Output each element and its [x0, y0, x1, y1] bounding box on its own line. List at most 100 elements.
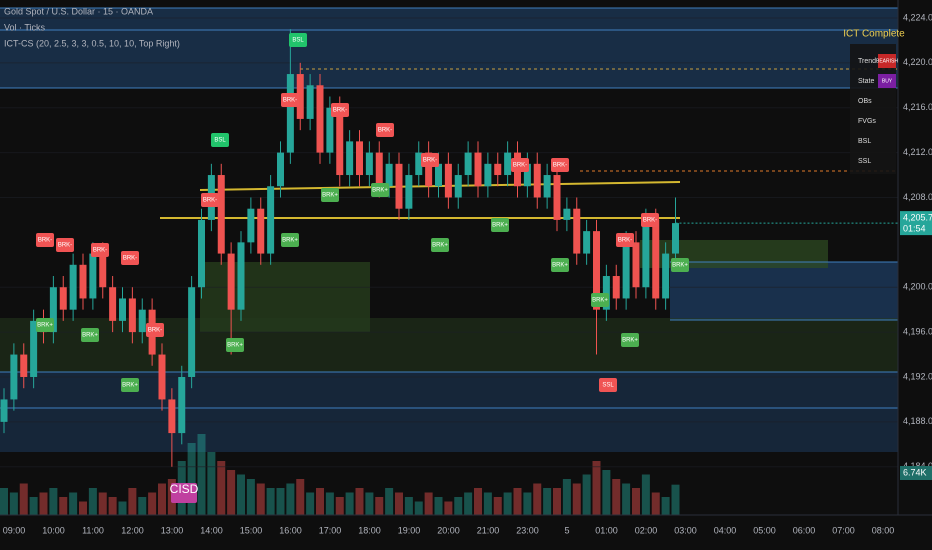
annotation-badge	[511, 158, 529, 172]
volume-bar	[296, 479, 305, 515]
volume-bar	[434, 497, 443, 515]
volume-bar	[493, 497, 502, 515]
annotation-badge	[171, 483, 197, 503]
annotation-badge	[321, 188, 339, 202]
table-label: State	[858, 78, 874, 85]
volume-bar	[217, 461, 226, 515]
volume-bar	[9, 492, 18, 515]
candle-body	[69, 264, 77, 310]
volume-bar	[266, 488, 275, 515]
volume-bar	[79, 501, 87, 515]
candle-body	[59, 287, 67, 310]
candle-body	[10, 354, 18, 400]
annotation: BRK+	[122, 383, 138, 389]
volume-bar	[632, 488, 640, 515]
x-tick-label: 08:00	[872, 525, 895, 535]
volume-bar	[612, 479, 621, 515]
volume-bar	[553, 488, 561, 515]
volume-bar	[276, 488, 285, 515]
annotation: BRK-	[378, 128, 392, 134]
candle-body	[336, 107, 344, 176]
annotation: BRK+	[592, 298, 608, 304]
annotation-badge	[491, 218, 509, 232]
volume-bar	[39, 492, 48, 515]
annotation: BRK+	[552, 263, 568, 269]
annotation: BRK+	[622, 338, 638, 344]
volume-bar	[503, 492, 512, 515]
indicator-title: ICT-CS (20, 2.5, 3, 3, 0.5, 10, 10, Top …	[4, 38, 180, 48]
annotation: BRK+	[672, 263, 688, 269]
annotation-badge	[36, 233, 54, 247]
x-tick-label: 04:00	[714, 525, 737, 535]
volume-bar	[19, 483, 28, 515]
y-tick-label: 4,200.000	[903, 282, 932, 292]
annotation-badge	[289, 33, 307, 47]
candle-body	[188, 287, 196, 377]
volume-layer	[0, 434, 680, 515]
x-tick-label: 13:00	[161, 525, 184, 535]
candle-body	[217, 175, 225, 254]
candle-body	[563, 208, 571, 220]
table-label: FVGs	[858, 118, 876, 125]
annotation: BSL	[292, 38, 304, 44]
volume-bar	[345, 492, 354, 515]
candle-body	[494, 163, 502, 176]
candle-body	[593, 231, 600, 310]
annotation-badge	[371, 183, 389, 197]
price-axis: 4,184.0004,188.0004,192.0004,196.0004,20…	[675, 12, 932, 480]
volume-bar	[197, 434, 206, 515]
candle-body	[257, 208, 265, 254]
candle-body	[306, 85, 314, 119]
annotation: BRK-	[643, 218, 657, 224]
volume-bar	[671, 484, 680, 515]
zone	[670, 262, 898, 320]
volume-bar	[661, 497, 670, 515]
candle-body	[138, 309, 146, 333]
zone	[0, 8, 898, 88]
candle-body	[543, 175, 551, 198]
x-tick-label: 14:00	[200, 525, 223, 535]
volume-bar	[404, 497, 413, 515]
candle-body	[622, 242, 630, 299]
candle-body	[583, 231, 591, 254]
volume-bar	[414, 501, 423, 515]
volume-bar	[148, 492, 157, 515]
annotation: BRK-	[513, 163, 527, 169]
candle-body	[99, 253, 107, 288]
volume-bar	[158, 483, 166, 515]
candle-body	[0, 399, 8, 422]
annotation: BRK-	[618, 238, 632, 244]
annotation: CISD	[170, 482, 199, 496]
candle-body	[267, 186, 275, 254]
annotation: BRK-	[203, 198, 217, 204]
volume-bar	[227, 470, 236, 515]
annotation-badge	[281, 93, 299, 107]
candle-body	[405, 175, 413, 209]
countdown: 01:54	[903, 223, 926, 233]
candle-body	[573, 208, 581, 254]
volume-bar	[335, 497, 344, 515]
annotation-badge	[211, 133, 229, 147]
volume-bar	[474, 488, 482, 515]
annotation: BRK+	[37, 323, 53, 329]
candle-body	[415, 152, 423, 176]
candle-body	[385, 163, 393, 187]
candle-body	[168, 399, 176, 434]
candle-body	[533, 163, 541, 198]
candle-body	[612, 276, 620, 299]
candle-body	[247, 208, 255, 243]
annotation: BRK-	[93, 248, 107, 254]
x-tick-label: 18:00	[358, 525, 381, 535]
candle-body	[652, 219, 660, 299]
volume-title: Vol · Ticks	[4, 22, 46, 32]
volume-bar	[325, 492, 334, 515]
candle-body	[20, 354, 28, 377]
annotation: BRK-	[38, 238, 52, 244]
x-tick-label: 21:00	[477, 525, 500, 535]
annotation: BSL	[214, 138, 226, 144]
candle-body	[346, 141, 354, 176]
table-cell	[878, 54, 896, 68]
table-label: BSL	[858, 138, 871, 145]
table-rows: Trend BEARISH State BUY OBs FVGs BSL SSL	[858, 54, 898, 165]
